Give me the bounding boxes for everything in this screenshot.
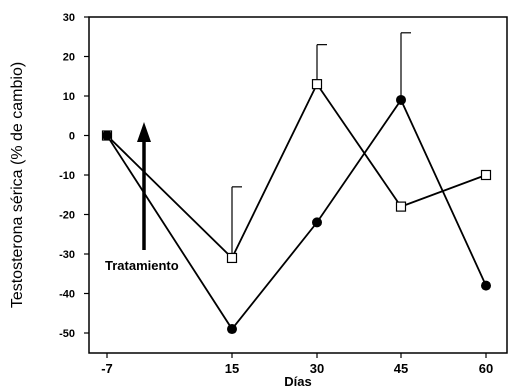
y-tick-label: 10 [63, 91, 75, 103]
y-axis-title: Testosterona sérica (% de cambio) [9, 62, 26, 308]
x-axis-ticks: -7 15 30 45 60 [101, 353, 493, 376]
treatment-arrow-head [137, 122, 151, 142]
y-tick-label: -40 [59, 289, 75, 301]
y-tick-label: -30 [59, 249, 75, 261]
treatment-annotation: Tratamiento [105, 122, 179, 273]
treatment-label: Tratamiento [105, 258, 179, 273]
data-point-circle [396, 94, 406, 105]
x-tick-label: 15 [225, 361, 239, 376]
y-tick-label: -20 [59, 210, 75, 222]
data-point-circle [102, 130, 112, 141]
data-point-square [311, 79, 323, 90]
data-point-circle [227, 324, 237, 335]
error-bars [231, 32, 411, 258]
y-tick-label: -10 [59, 170, 75, 182]
series-line [106, 98, 487, 331]
x-tick-label: -7 [101, 361, 113, 376]
x-axis-title: Días [284, 374, 311, 388]
plot-frame [88, 16, 508, 354]
data-point-circle [481, 280, 491, 291]
y-tick-label: 20 [63, 52, 75, 64]
x-tick-label: 45 [394, 361, 408, 376]
y-tick-label: 30 [63, 12, 75, 24]
x-tick-label: 30 [310, 361, 324, 376]
data-markers [101, 79, 492, 335]
data-point-square [226, 252, 238, 264]
x-tick-label: 60 [479, 361, 493, 376]
data-point-square [480, 169, 492, 181]
data-point-circle [312, 217, 322, 228]
y-axis-ticks: 30 20 10 0 -10 -20 -30 -40 -50 [59, 12, 89, 340]
y-tick-label: -50 [59, 328, 75, 340]
series-line [106, 82, 487, 260]
series-lines [106, 82, 487, 331]
y-tick-label: 0 [69, 131, 75, 143]
data-point-square [395, 201, 407, 212]
